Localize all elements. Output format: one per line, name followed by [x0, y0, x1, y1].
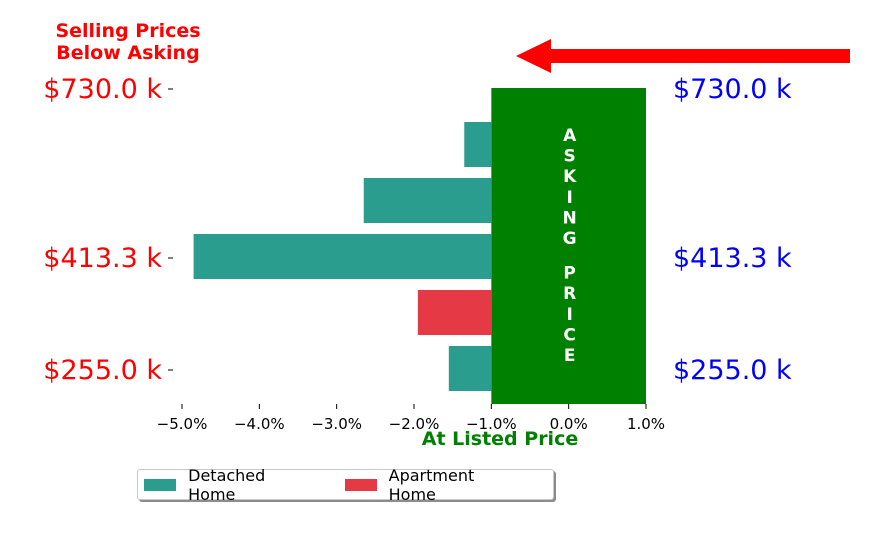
x-tick-label: −2.0%	[389, 415, 440, 433]
legend-item-apartment: Apartment Home	[344, 465, 520, 504]
band-label-letter: G	[563, 229, 577, 249]
y-tick-label-right: $255.0 k	[673, 355, 792, 386]
y-tick-label-left: $413.3 k	[43, 243, 162, 274]
x-tick-label: −4.0%	[234, 415, 285, 433]
bar-1	[464, 122, 492, 167]
legend-label-detached: Detached Home	[188, 465, 266, 504]
arrow-shaft	[550, 49, 850, 63]
bar-3	[193, 234, 492, 279]
arrow-head	[516, 39, 551, 73]
bar-2	[363, 178, 492, 223]
annotation-title-line-2: Below Asking	[56, 42, 200, 64]
y-tick-label-left: $730.0 k	[43, 74, 162, 105]
x-tick-label: 1.0%	[627, 415, 665, 433]
x-tick-label: −5.0%	[157, 415, 208, 433]
band-label-letter: R	[563, 284, 576, 304]
band-label-letter: S	[564, 147, 576, 167]
x-tick-label: −3.0%	[311, 415, 362, 433]
annotation-title-line-1: Selling Prices	[55, 20, 201, 42]
x-tick-label: 0.0%	[550, 415, 588, 433]
legend-label-apartment: Apartment Home	[388, 465, 475, 504]
y-tick-label-right: $730.0 k	[673, 74, 792, 105]
band-label-letter: I	[567, 188, 573, 208]
bar-4	[417, 290, 492, 335]
band-label-letter: C	[563, 325, 575, 345]
band-label-letter: I	[567, 305, 573, 325]
legend-item-detached: Detached Home	[144, 466, 311, 504]
band-label-letter: K	[563, 167, 577, 187]
x-tick-label: −1.0%	[466, 415, 517, 433]
legend-swatch-apartment	[344, 478, 377, 491]
band-label-letter: E	[564, 346, 576, 366]
y-tick-label-right: $413.3 k	[673, 243, 792, 274]
band-label-letter: P	[563, 264, 575, 284]
legend-swatch-detached	[144, 478, 177, 491]
legend: Detached Home Apartment Home	[137, 466, 554, 504]
asking-price-band	[491, 88, 646, 404]
annotation-title: Selling Prices Below Asking	[28, 20, 228, 64]
x-axis-label: At Listed Price	[422, 428, 578, 450]
band-label-letter: A	[563, 126, 577, 146]
bar-5	[448, 346, 492, 391]
y-tick-label-left: $255.0 k	[43, 355, 162, 386]
band-label-letter: N	[563, 208, 577, 228]
